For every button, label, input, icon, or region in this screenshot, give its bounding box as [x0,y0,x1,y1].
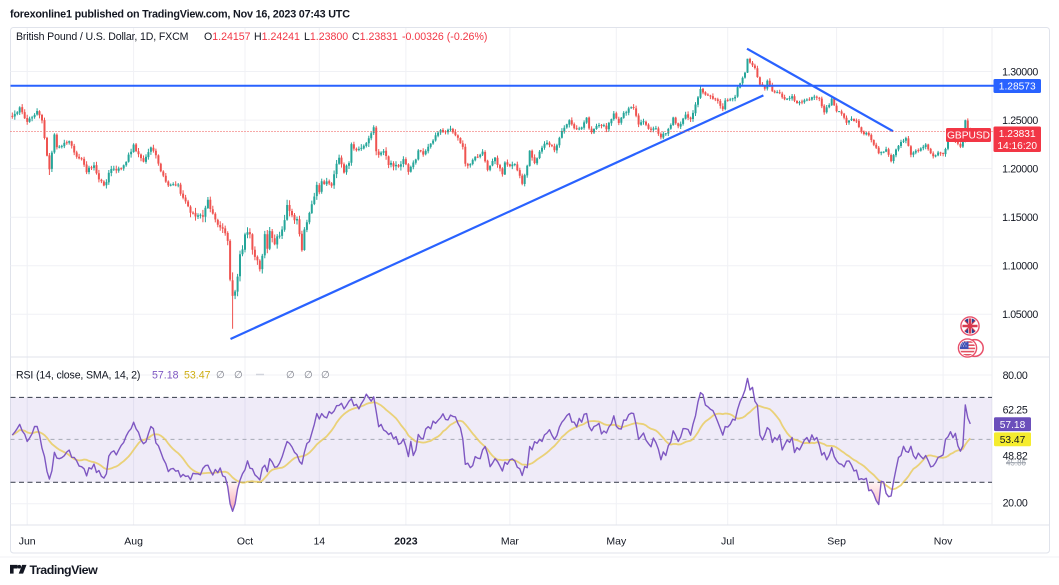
svg-text:53.47: 53.47 [184,370,211,382]
svg-text:1.20000: 1.20000 [1002,164,1038,176]
svg-text:1.28573: 1.28573 [999,82,1036,93]
svg-text:∅: ∅ [304,370,313,381]
svg-text:53.47: 53.47 [1000,435,1026,446]
svg-text:O1.24157: O1.24157 [204,31,251,43]
svg-text:May: May [606,536,627,548]
svg-text:1.30000: 1.30000 [1002,67,1038,79]
svg-text:1.23831: 1.23831 [999,129,1036,140]
svg-text:14:16:20: 14:16:20 [997,141,1037,152]
svg-text:Jul: Jul [721,536,734,548]
svg-text:20.00: 20.00 [1003,497,1028,509]
svg-text:∅: ∅ [321,370,330,381]
svg-text:H1.24241: H1.24241 [254,31,300,43]
svg-text:C1.23831: C1.23831 [352,31,398,43]
svg-text:1.05000: 1.05000 [1002,309,1038,321]
svg-text:Nov: Nov [934,536,953,548]
svg-text:-0.00326 (-0.26%): -0.00326 (-0.26%) [402,31,487,43]
svg-text:∅: ∅ [286,370,295,381]
svg-text:Sep: Sep [827,536,846,548]
svg-text:1.15000: 1.15000 [1002,212,1038,224]
svg-text:British Pound / U.S. Dollar, 1: British Pound / U.S. Dollar, 1D, FXCM [16,31,188,43]
svg-text:Aug: Aug [124,536,143,548]
svg-text:Jun: Jun [19,536,36,548]
svg-text:80.00: 80.00 [1003,370,1028,382]
svg-text:62.25: 62.25 [1003,404,1028,416]
svg-text:48.82: 48.82 [1003,451,1028,463]
svg-text:RSI (14, close, SMA, 14, 2): RSI (14, close, SMA, 14, 2) [16,370,140,382]
svg-text:57.18: 57.18 [1000,420,1026,431]
svg-text:14: 14 [313,536,325,548]
svg-text:∅: ∅ [216,370,225,381]
svg-text:Mar: Mar [501,536,520,548]
svg-text:forexonline1 published on Trad: forexonline1 published on TradingView.co… [10,9,350,21]
svg-text:TradingView: TradingView [30,563,99,577]
svg-text:∅: ∅ [234,370,243,381]
svg-text:Oct: Oct [237,536,253,548]
svg-text:57.18: 57.18 [152,370,179,382]
svg-text:1.10000: 1.10000 [1002,261,1038,273]
svg-text:L1.23800: L1.23800 [304,31,348,43]
svg-text:GBPUSD: GBPUSD [947,131,990,142]
svg-text:1.25000: 1.25000 [1002,115,1038,127]
svg-text:2023: 2023 [394,536,418,548]
